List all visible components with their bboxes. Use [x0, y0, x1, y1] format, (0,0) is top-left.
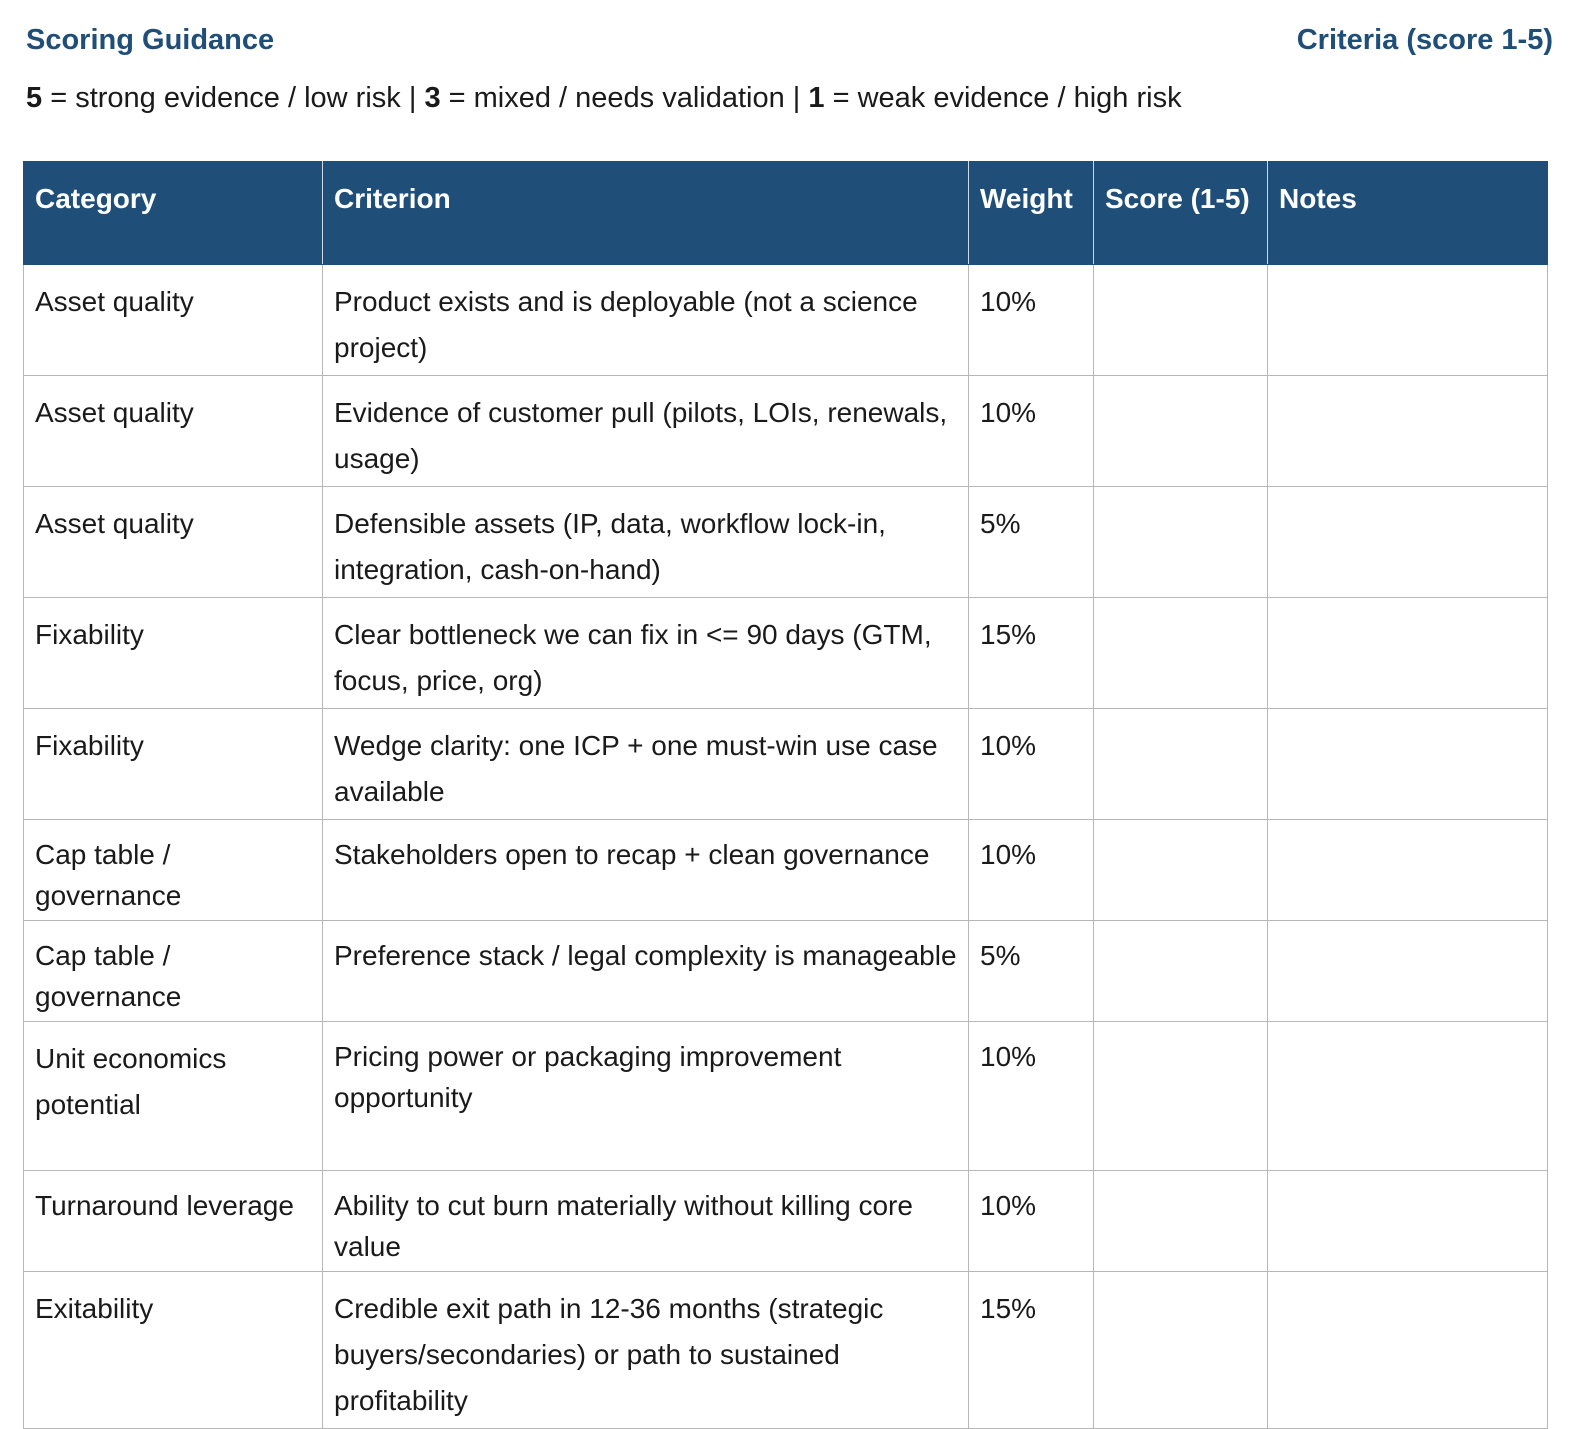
score-cell[interactable]: [1093, 819, 1268, 921]
criterion-cell: Wedge clarity: one ICP + one must-win us…: [322, 708, 969, 820]
table-row: Exitability Credible exit path in 12-36 …: [23, 1271, 1548, 1429]
weight-cell: 15%: [968, 1271, 1094, 1429]
category-cell: Cap table / governance: [23, 920, 323, 1022]
weight-cell: 10%: [968, 819, 1094, 921]
table-row: Cap table / governance Stakeholders open…: [23, 819, 1548, 921]
column-header-criterion: Criterion: [322, 161, 969, 265]
criterion-cell: Pricing power or packaging improvement o…: [322, 1021, 969, 1171]
criterion-cell: Clear bottleneck we can fix in <= 90 day…: [322, 597, 969, 709]
criterion-cell: Evidence of customer pull (pilots, LOIs,…: [322, 375, 969, 487]
weight-cell: 10%: [968, 1170, 1094, 1272]
column-header-notes: Notes: [1267, 161, 1548, 265]
table-row: Turnaround leverage Ability to cut burn …: [23, 1170, 1548, 1272]
category-cell: Asset quality: [23, 264, 323, 376]
criteria-table: Category Criterion Weight Score (1-5) No…: [23, 161, 1548, 1429]
table-row: Asset quality Evidence of customer pull …: [23, 375, 1548, 487]
weight-cell: 10%: [968, 1021, 1094, 1171]
legend-score-1: 1: [808, 82, 825, 114]
table-row: Asset quality Defensible assets (IP, dat…: [23, 486, 1548, 598]
notes-cell[interactable]: [1267, 1170, 1548, 1272]
notes-cell[interactable]: [1267, 597, 1548, 709]
weight-cell: 5%: [968, 486, 1094, 598]
scoring-guidance-heading: Scoring Guidance: [26, 24, 275, 56]
table-row: Unit economics potential Pricing power o…: [23, 1021, 1548, 1171]
score-cell[interactable]: [1093, 1170, 1268, 1272]
notes-cell[interactable]: [1267, 920, 1548, 1022]
criterion-cell: Preference stack / legal complexity is m…: [322, 920, 969, 1022]
score-legend: 5 = strong evidence / low risk | 3 = mix…: [26, 82, 1182, 115]
category-cell: Asset quality: [23, 375, 323, 487]
category-cell: Fixability: [23, 708, 323, 820]
criterion-cell: Credible exit path in 12-36 months (stra…: [322, 1271, 969, 1429]
notes-cell[interactable]: [1267, 486, 1548, 598]
column-header-category: Category: [23, 161, 323, 265]
score-cell[interactable]: [1093, 1021, 1268, 1171]
column-header-weight: Weight: [968, 161, 1094, 265]
weight-cell: 10%: [968, 264, 1094, 376]
table-row: Fixability Clear bottleneck we can fix i…: [23, 597, 1548, 709]
category-cell: Turnaround leverage: [23, 1170, 323, 1272]
notes-cell[interactable]: [1267, 264, 1548, 376]
score-cell[interactable]: [1093, 375, 1268, 487]
notes-cell[interactable]: [1267, 819, 1548, 921]
notes-cell[interactable]: [1267, 1021, 1548, 1171]
criteria-heading: Criteria (score 1-5): [1296, 24, 1553, 56]
weight-cell: 10%: [968, 708, 1094, 820]
legend-score-5: 5: [26, 82, 43, 114]
legend-text-3: = mixed / needs validation |: [440, 82, 809, 114]
criterion-cell: Stakeholders open to recap + clean gover…: [322, 819, 969, 921]
category-cell: Fixability: [23, 597, 323, 709]
legend-score-3: 3: [424, 82, 441, 114]
score-cell[interactable]: [1093, 486, 1268, 598]
legend-text-1: = weak evidence / high risk: [824, 82, 1182, 114]
criterion-cell: Ability to cut burn materially without k…: [322, 1170, 969, 1272]
category-cell: Exitability: [23, 1271, 323, 1429]
notes-cell[interactable]: [1267, 375, 1548, 487]
score-cell[interactable]: [1093, 597, 1268, 709]
score-cell[interactable]: [1093, 264, 1268, 376]
category-cell: Asset quality: [23, 486, 323, 598]
table-row: Cap table / governance Preference stack …: [23, 920, 1548, 1022]
category-cell: Cap table / governance: [23, 819, 323, 921]
table-row: Asset quality Product exists and is depl…: [23, 264, 1548, 376]
table-row: Fixability Wedge clarity: one ICP + one …: [23, 708, 1548, 820]
weight-cell: 15%: [968, 597, 1094, 709]
criterion-cell: Defensible assets (IP, data, workflow lo…: [322, 486, 969, 598]
score-cell[interactable]: [1093, 920, 1268, 1022]
legend-text-5: = strong evidence / low risk |: [42, 82, 425, 114]
table-header-row: Category Criterion Weight Score (1-5) No…: [23, 161, 1548, 265]
column-header-score: Score (1-5): [1093, 161, 1268, 265]
weight-cell: 5%: [968, 920, 1094, 1022]
weight-cell: 10%: [968, 375, 1094, 487]
criterion-cell: Product exists and is deployable (not a …: [322, 264, 969, 376]
score-cell[interactable]: [1093, 1271, 1268, 1429]
notes-cell[interactable]: [1267, 708, 1548, 820]
category-cell: Unit economics potential: [23, 1021, 323, 1171]
score-cell[interactable]: [1093, 708, 1268, 820]
notes-cell[interactable]: [1267, 1271, 1548, 1429]
